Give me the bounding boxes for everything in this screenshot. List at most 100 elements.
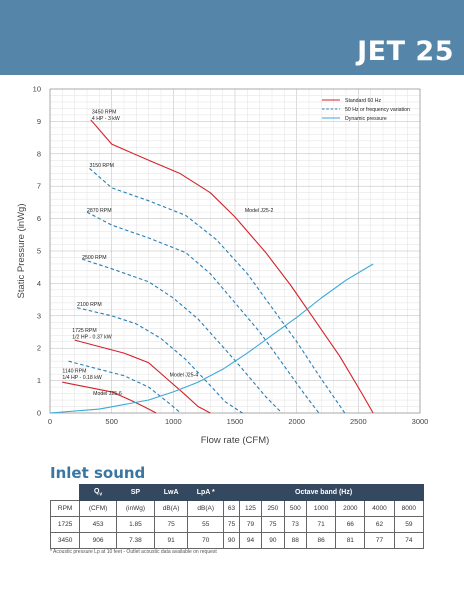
unit-cell: dB(A): [153, 500, 189, 517]
annotation-label: 1/4 HP - 0.18 kW: [62, 375, 102, 381]
data-cell: 62: [364, 516, 395, 533]
x-axis-label: Flow rate (CFM): [201, 435, 270, 446]
data-cell: 906: [79, 532, 117, 549]
table-units-row: RPM (CFM) (inWg) dB(A) dB(A) 63 125 250 500 1000 2…: [49, 500, 425, 517]
header-lwa: LwA: [153, 484, 189, 501]
header-banner: JET 25: [0, 0, 464, 75]
data-cell: 81: [335, 532, 366, 549]
header-octave-band: Octave band (Hz): [223, 484, 424, 501]
data-cell: 73: [283, 516, 307, 533]
table-row: 3450 906 7.38 91 70 90 94 90 88 86 81 77 74: [49, 532, 425, 549]
series-line-dynamic-pressure: [49, 263, 374, 414]
data-cell: 7.38: [115, 532, 155, 549]
legend-label: 50 Hz or frequency variation: [345, 107, 410, 113]
annotation-label: 2100 RPM: [77, 302, 102, 308]
series-line-1725-rpm: [74, 339, 211, 414]
chart-grid: [49, 88, 421, 414]
y-tick-label: 3: [37, 311, 41, 320]
series-line-2500-rpm: [81, 258, 283, 414]
page-title: JET 25: [357, 36, 454, 67]
unit-cell: (CFM): [79, 500, 117, 517]
y-axis-label: Static Pressure (inWg): [16, 203, 27, 298]
data-cell: 1.85: [115, 516, 155, 533]
x-tick-label: 1500: [227, 417, 244, 426]
y-tick-label: 1: [37, 376, 41, 385]
fan-performance-chart: 0 500 1000 1500 2000 2500 3000 0 1 2 3 4 5 6 7 8 9 10 Flow…: [16, 85, 428, 447]
y-tick-label: 8: [37, 149, 41, 158]
x-tick-label: 2500: [350, 417, 367, 426]
data-cell: 55: [187, 516, 225, 533]
annotation-label: 2500 RPM: [82, 255, 107, 261]
data-cell: 77: [364, 532, 395, 549]
header-qv: Qv: [79, 484, 117, 501]
unit-cell: (inWg): [115, 500, 155, 517]
x-tick-label: 0: [48, 417, 52, 426]
y-tick-label: 7: [37, 182, 41, 191]
data-cell: 75: [223, 516, 240, 533]
data-cell: 59: [393, 516, 425, 533]
table-header-row: Qv SP LwA LpA * Octave band (Hz): [50, 484, 424, 501]
series-line-1140-rpm: [62, 381, 157, 414]
unit-cell: dB(A): [187, 500, 225, 517]
unit-cell: RPM: [49, 500, 81, 517]
unit-cell: 63: [223, 500, 240, 517]
y-tick-label: 5: [37, 247, 41, 256]
data-cell: 91: [153, 532, 189, 549]
y-tick-label: 0: [37, 409, 41, 418]
header-blank-cell: [50, 484, 80, 501]
series-line-2870-rpm: [86, 211, 320, 414]
y-tick-label: 6: [37, 214, 41, 223]
unit-cell: 2000: [335, 500, 366, 517]
unit-cell: 250: [261, 500, 285, 517]
unit-cell: 4000: [364, 500, 395, 517]
annotation-label: 3450 RPM: [92, 109, 117, 115]
data-cell: 75: [153, 516, 189, 533]
data-cell: 1725: [49, 516, 81, 533]
header-qv-label: Qv: [93, 487, 103, 498]
table-body: RPM (CFM) (inWg) dB(A) dB(A) 63 125 250 500 1000 2…: [49, 500, 425, 549]
unit-cell: 125: [238, 500, 263, 517]
unit-cell: 8000: [393, 500, 425, 517]
annotation-label: 1725 RPM: [72, 328, 97, 334]
data-cell: 90: [261, 532, 285, 549]
series-line-2100-rpm: [76, 307, 243, 414]
data-cell: 453: [79, 516, 117, 533]
footnote: * Acoustic pressure Lp at 10 feet - Outl…: [50, 549, 217, 555]
series-line-3450-rpm: [90, 119, 374, 414]
annotation-label: 1/2 HP - 0.37 kW: [72, 335, 112, 341]
data-cell: 71: [305, 516, 337, 533]
data-cell: 90: [223, 532, 240, 549]
series-line-1480-rpm: [68, 360, 182, 414]
inlet-sound-table: Qv SP LwA LpA * Octave band (Hz) RPM (CFM…: [49, 484, 425, 549]
data-cell: 66: [335, 516, 366, 533]
plot-frame: [49, 88, 421, 414]
y-tick-label: 10: [33, 85, 41, 94]
data-cell: 88: [283, 532, 307, 549]
data-cell: 79: [238, 516, 263, 533]
legend-label: Dynamic pressure: [345, 116, 387, 122]
x-tick-label: 3000: [412, 417, 429, 426]
header-lpa: LpA *: [187, 484, 225, 501]
annotation-label: 4 HP - 3 kW: [92, 116, 120, 122]
series-line-3150-rpm: [89, 167, 346, 414]
annotation-label: Model J25-6: [93, 391, 122, 397]
chart-legend: Standard 60 Hz 50 Hz or frequency variati…: [322, 98, 410, 122]
data-cell: 74: [393, 532, 425, 549]
unit-cell: 500: [283, 500, 307, 517]
chart-series: [49, 119, 374, 414]
data-cell: 70: [187, 532, 225, 549]
y-tick-label: 9: [37, 117, 41, 126]
inlet-sound-title: Inlet sound: [50, 464, 146, 482]
x-tick-label: 500: [105, 417, 118, 426]
x-tick-label: 2000: [288, 417, 305, 426]
data-cell: 75: [261, 516, 285, 533]
annotation-label: 1140 RPM: [62, 369, 86, 375]
y-tick-label: 4: [37, 279, 41, 288]
x-tick-label: 1000: [165, 417, 182, 426]
data-cell: 86: [305, 532, 337, 549]
chart-axes: 0 500 1000 1500 2000 2500 3000 0 1 2 3 4 5 6 7 8 9 10 Flow…: [16, 85, 428, 447]
legend-label: Standard 60 Hz: [345, 98, 381, 104]
annotation-label: Model J25-2: [245, 208, 274, 214]
annotation-label: 3150 RPM: [89, 163, 114, 169]
